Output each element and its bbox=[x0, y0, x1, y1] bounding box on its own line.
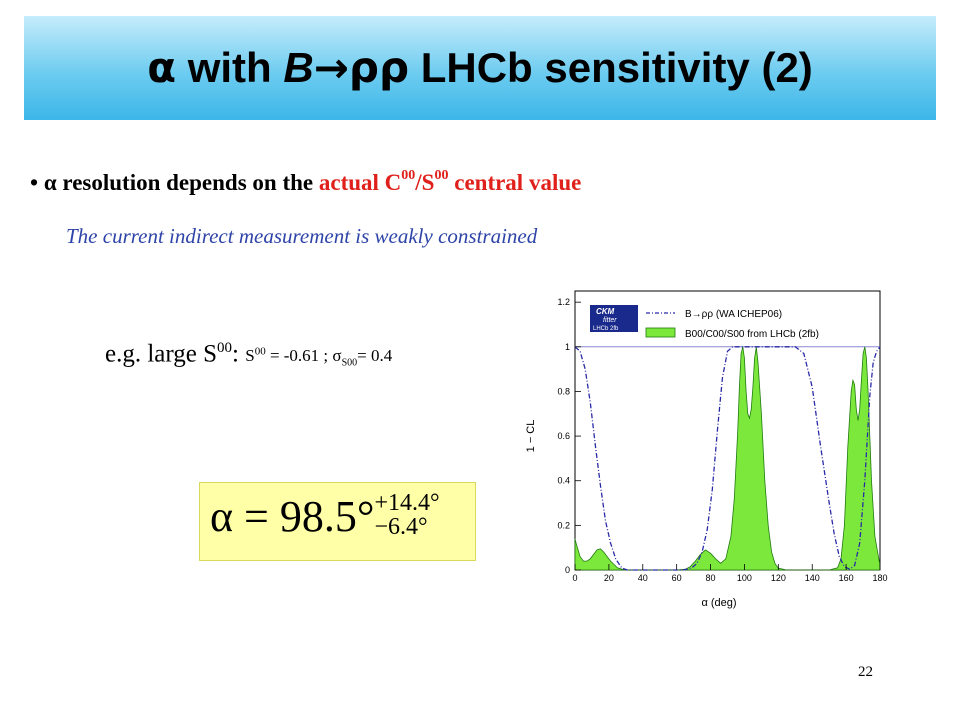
x-tick-label-180: 180 bbox=[872, 573, 887, 583]
series-lhcb-area bbox=[574, 346, 881, 571]
series-wa-line bbox=[574, 346, 881, 571]
example-label-sup: 00 bbox=[217, 340, 233, 356]
title-b: B bbox=[283, 44, 314, 91]
title-banner: α with B→ρρ LHCb sensitivity (2) bbox=[24, 16, 936, 120]
chart-y-axis-label: 1 − CL bbox=[525, 420, 537, 453]
title-decay: →ρρ bbox=[313, 43, 410, 92]
x-tick-label-100: 100 bbox=[737, 573, 752, 583]
ckm-logo-line3: LHCb 2fb bbox=[593, 326, 619, 332]
x-tick-label-60: 60 bbox=[672, 573, 682, 583]
example-label: e.g. large S bbox=[105, 340, 218, 368]
legend-label-filled: B00/C00/S00 from LHCb (2fb) bbox=[685, 329, 819, 340]
bullet-red-s: /S bbox=[415, 170, 435, 195]
x-tick-label-40: 40 bbox=[638, 573, 648, 583]
eq-s: S bbox=[245, 346, 255, 366]
x-tick-label-140: 140 bbox=[805, 573, 820, 583]
bullet-text-before: resolution depends on the bbox=[56, 170, 319, 195]
eq-sigma-value: = 0.4 bbox=[357, 346, 393, 366]
x-tick-label-20: 20 bbox=[604, 573, 614, 583]
formula-errors: +14.4° −6.4° bbox=[374, 491, 439, 539]
eq-value: = -0.61 ; bbox=[265, 346, 333, 366]
x-tick-label-80: 80 bbox=[706, 573, 716, 583]
legend-swatch-filled bbox=[645, 327, 676, 338]
y-tick-label-0.4: 0.4 bbox=[557, 476, 570, 486]
title-alpha: α bbox=[147, 43, 177, 92]
y-tick-label-1: 1 bbox=[565, 342, 570, 352]
page-number: 22 bbox=[858, 664, 873, 680]
bullet-point: • α resolution depends on the actual C00… bbox=[30, 168, 582, 196]
eq-sigma-sub: S00 bbox=[341, 357, 358, 369]
legend-label-dashdot: B→ρρ (WA ICHEP06) bbox=[685, 309, 782, 320]
result-formula: α = 98.5° +14.4° −6.4° bbox=[210, 491, 440, 545]
bullet-red-c: actual C bbox=[318, 170, 402, 195]
eq-s-sup: 00 bbox=[254, 345, 266, 358]
ckm-logo-line1: CKM bbox=[596, 307, 615, 316]
ckm-logo-line2: fitter bbox=[603, 317, 617, 324]
formula-upper-error: +14.4° bbox=[374, 489, 440, 516]
y-tick-label-0: 0 bbox=[565, 565, 570, 575]
x-tick-label-120: 120 bbox=[771, 573, 786, 583]
bullet-red-after: central value bbox=[448, 170, 582, 195]
subnote: The current indirect measurement is weak… bbox=[66, 224, 538, 248]
title-rest: LHCb sensitivity (2) bbox=[409, 44, 813, 91]
example-equation: S00 = -0.61 ; σS00= 0.4 bbox=[245, 345, 393, 369]
example-colon: : bbox=[232, 340, 239, 368]
result-formula-box: α = 98.5° +14.4° −6.4° bbox=[199, 482, 476, 561]
bullet-dot: • bbox=[30, 170, 39, 195]
example-line: e.g. large S00: S00 = -0.61 ; σS00= 0.4 bbox=[105, 340, 392, 369]
y-tick-label-0.6: 0.6 bbox=[557, 431, 570, 441]
slide-title: α with B→ρρ LHCb sensitivity (2) bbox=[24, 16, 936, 120]
ckm-logo-box bbox=[590, 305, 638, 332]
x-tick-label-0: 0 bbox=[572, 573, 577, 583]
y-tick-label-0.8: 0.8 bbox=[557, 386, 570, 396]
bullet-red-sup2: 00 bbox=[434, 168, 449, 184]
chart-x-axis-label: α (deg) bbox=[701, 597, 736, 609]
eq-sigma: σ bbox=[332, 346, 342, 366]
bullet-alpha: α bbox=[43, 170, 57, 195]
formula-main: α = 98.5° bbox=[210, 492, 375, 541]
bullet-red-sup1: 00 bbox=[401, 168, 416, 184]
x-tick-label-160: 160 bbox=[839, 573, 854, 583]
title-with: with bbox=[176, 44, 284, 91]
y-tick-label-1.2: 1.2 bbox=[557, 297, 570, 307]
formula-lower-error: −6.4° bbox=[374, 513, 428, 540]
y-tick-label-0.2: 0.2 bbox=[557, 520, 570, 530]
